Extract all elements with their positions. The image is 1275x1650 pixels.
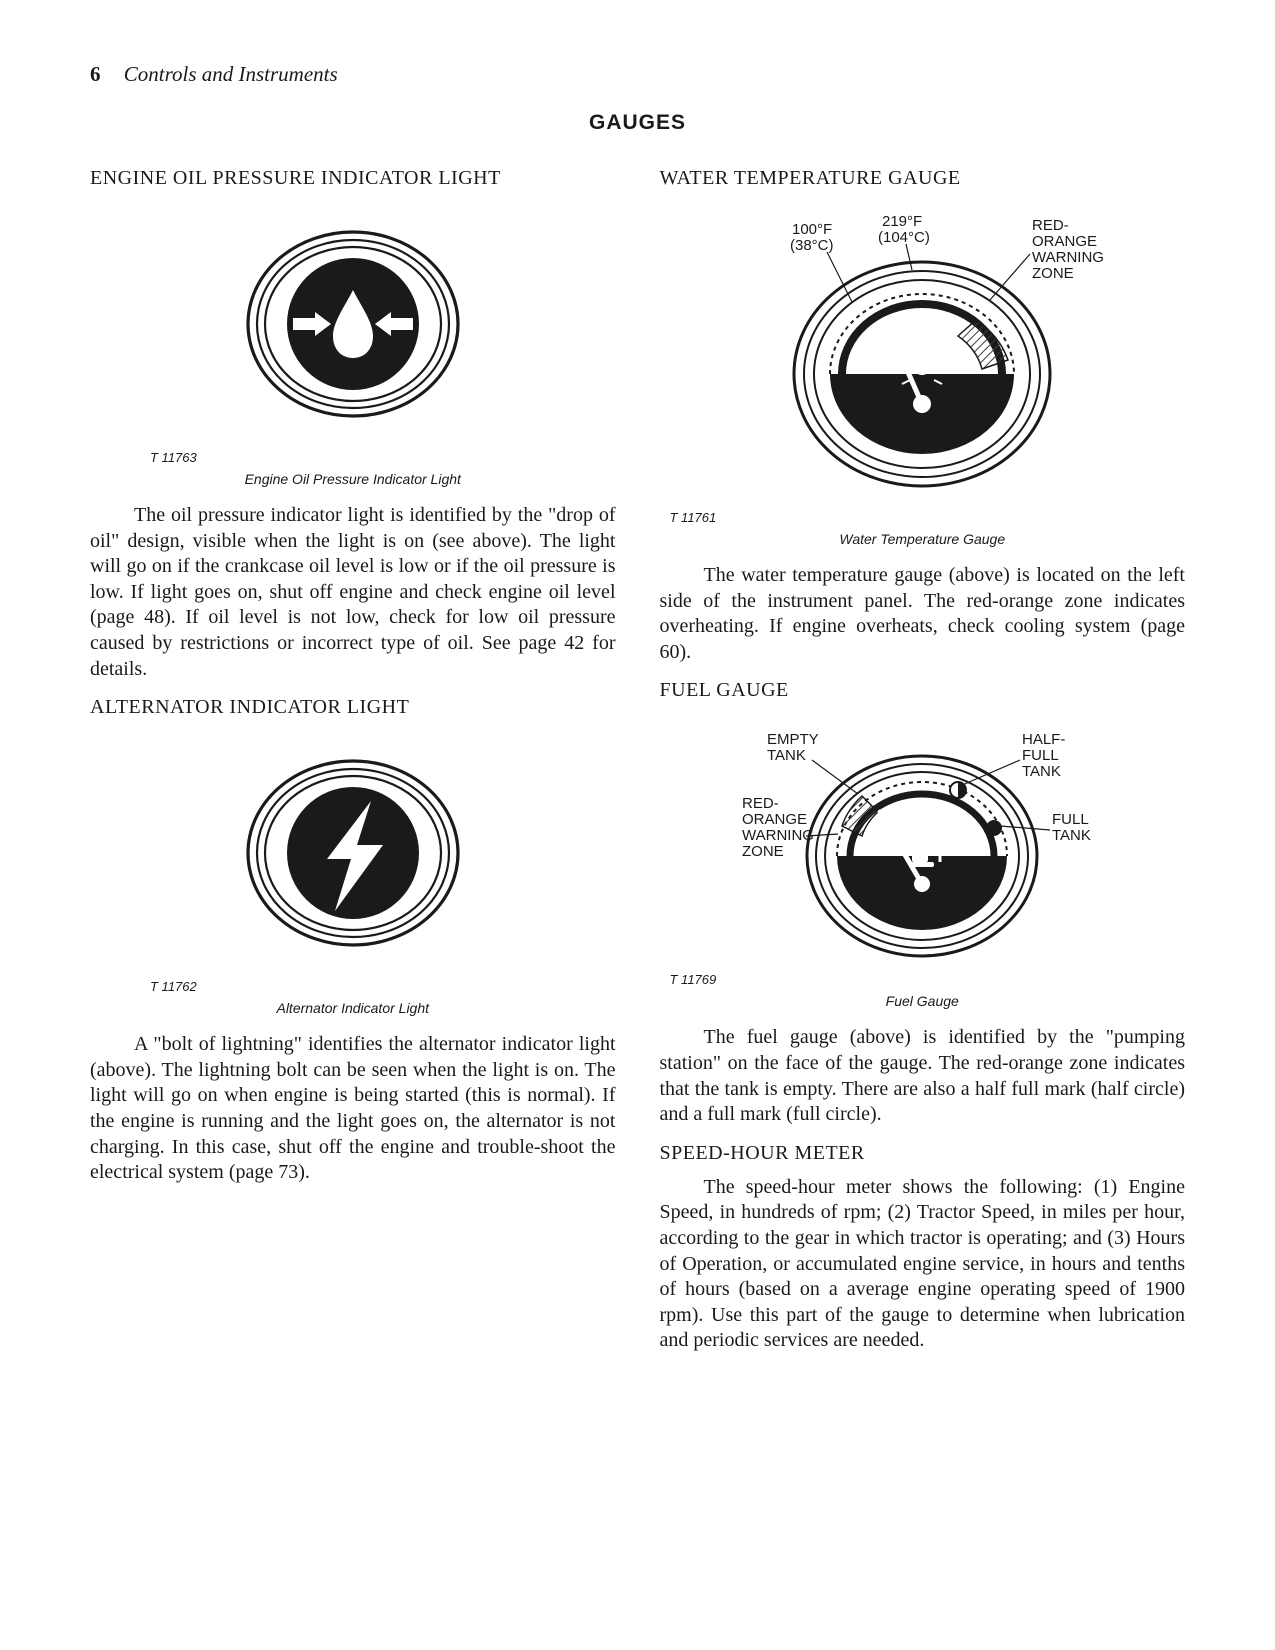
water-warn4: ZONE	[1032, 265, 1074, 282]
fuel-gauge-icon: EMPTY TANK HALF- FULL TANK FULL TANK RED…	[672, 716, 1172, 966]
water-heading: WATER TEMPERATURE GAUGE	[660, 167, 1186, 190]
oil-figure	[90, 204, 616, 444]
speed-heading: SPEED-HOUR METER	[660, 1142, 1186, 1165]
right-column: WATER TEMPERATURE GAUGE 100°F (38°C) 219…	[660, 153, 1186, 1368]
oil-body: The oil pressure indicator light is iden…	[90, 503, 616, 682]
water-low-c: (38°C)	[790, 237, 834, 254]
columns: ENGINE OIL PRESSURE INDICATOR LIGHT	[90, 153, 1185, 1368]
fuel-full1: FULL	[1052, 811, 1089, 828]
water-warn1: RED-	[1032, 217, 1069, 234]
oil-figure-id: T 11763	[150, 450, 616, 465]
running-head: 6 Controls and Instruments	[90, 62, 1185, 87]
alternator-indicator-icon	[223, 733, 483, 973]
alt-figure-caption: Alternator Indicator Light	[90, 1000, 616, 1016]
water-low-f: 100°F	[792, 221, 832, 238]
page-title: GAUGES	[90, 111, 1185, 135]
fuel-warn3: WARNING	[742, 827, 814, 844]
water-temp-gauge-icon: 100°F (38°C) 219°F (104°C) RED- ORANGE W…	[672, 204, 1172, 504]
water-figure: 100°F (38°C) 219°F (104°C) RED- ORANGE W…	[660, 204, 1186, 504]
fuel-half3: TANK	[1022, 763, 1061, 780]
alt-body: A "bolt of lightning" identifies the alt…	[90, 1032, 616, 1186]
water-body: The water temperature gauge (above) is l…	[660, 563, 1186, 665]
left-column: ENGINE OIL PRESSURE INDICATOR LIGHT	[90, 153, 616, 1368]
fuel-figure-caption: Fuel Gauge	[660, 993, 1186, 1009]
fuel-half1: HALF-	[1022, 731, 1065, 748]
fuel-warn4: ZONE	[742, 843, 784, 860]
page-number: 6	[90, 62, 101, 86]
oil-heading: ENGINE OIL PRESSURE INDICATOR LIGHT	[90, 167, 616, 190]
water-warn2: ORANGE	[1032, 233, 1097, 250]
fuel-empty1: EMPTY	[767, 731, 819, 748]
oil-indicator-icon	[223, 204, 483, 444]
fuel-figure: EMPTY TANK HALF- FULL TANK FULL TANK RED…	[660, 716, 1186, 966]
fuel-warn2: ORANGE	[742, 811, 807, 828]
water-figure-id: T 11761	[670, 510, 1186, 525]
fuel-body: The fuel gauge (above) is identified by …	[660, 1025, 1186, 1127]
fuel-warn1: RED-	[742, 795, 779, 812]
speed-body: The speed-hour meter shows the following…	[660, 1175, 1186, 1354]
alt-figure	[90, 733, 616, 973]
section-title: Controls and Instruments	[124, 62, 338, 86]
fuel-empty2: TANK	[767, 747, 806, 764]
page: 6 Controls and Instruments GAUGES ENGINE…	[0, 0, 1275, 1650]
oil-figure-caption: Engine Oil Pressure Indicator Light	[90, 471, 616, 487]
water-figure-caption: Water Temperature Gauge	[660, 531, 1186, 547]
water-mid-f: 219°F	[882, 213, 922, 230]
fuel-heading: FUEL GAUGE	[660, 679, 1186, 702]
alt-heading: ALTERNATOR INDICATOR LIGHT	[90, 696, 616, 719]
water-warn3: WARNING	[1032, 249, 1104, 266]
water-mid-c: (104°C)	[878, 229, 930, 246]
fuel-figure-id: T 11769	[670, 972, 1186, 987]
fuel-full2: TANK	[1052, 827, 1091, 844]
fuel-half2: FULL	[1022, 747, 1059, 764]
alt-figure-id: T 11762	[150, 979, 616, 994]
